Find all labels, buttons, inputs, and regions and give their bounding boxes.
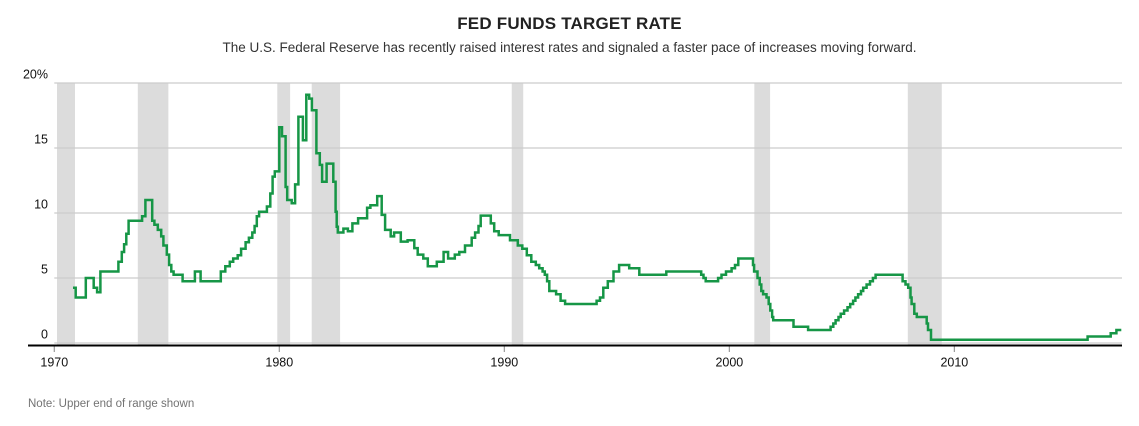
recession-band xyxy=(754,83,771,346)
y-axis-label: 0 xyxy=(41,328,48,342)
y-axis-label: 10 xyxy=(34,198,48,212)
recession-band xyxy=(511,83,524,346)
chart-title: FED FUNDS TARGET RATE xyxy=(457,14,682,33)
y-axis-label: 15 xyxy=(34,133,48,147)
y-axis-label: 20% xyxy=(23,68,48,82)
x-axis-label: 1980 xyxy=(265,356,293,370)
recession-band xyxy=(277,83,291,346)
rate-step-line xyxy=(73,93,1122,342)
x-axis-label: 1990 xyxy=(490,356,518,370)
y-axis-label: 5 xyxy=(41,263,48,277)
x-axis-label: 1970 xyxy=(40,356,68,370)
chart-subtitle: The U.S. Federal Reserve has recently ra… xyxy=(222,40,917,55)
recession-band xyxy=(907,83,942,346)
x-axis-label: 2000 xyxy=(715,356,743,370)
x-axis-label: 2010 xyxy=(940,356,968,370)
chart-note: Note: Upper end of range shown xyxy=(28,398,195,410)
recession-band xyxy=(57,83,76,346)
